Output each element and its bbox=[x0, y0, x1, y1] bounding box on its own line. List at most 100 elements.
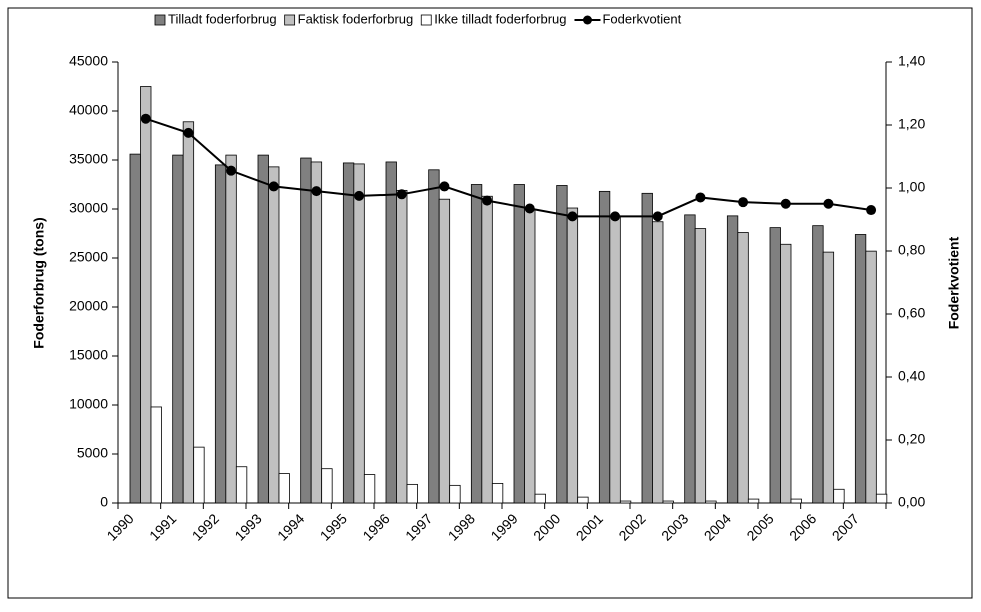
line bbox=[145, 117, 872, 218]
y-tick-label: 30000 bbox=[69, 200, 108, 216]
bar bbox=[150, 406, 162, 504]
bar bbox=[225, 154, 237, 504]
bar bbox=[300, 157, 312, 504]
y-tick-label: 25000 bbox=[69, 249, 108, 265]
bar bbox=[396, 189, 408, 504]
bar bbox=[641, 192, 653, 504]
bar bbox=[140, 86, 152, 504]
legend-swatch bbox=[420, 14, 432, 26]
legend-label: Faktisk foderforbrug bbox=[298, 11, 414, 26]
point bbox=[311, 186, 322, 197]
bar bbox=[598, 190, 611, 504]
point bbox=[439, 181, 450, 192]
bar bbox=[854, 234, 867, 504]
bar bbox=[214, 164, 227, 504]
point bbox=[482, 195, 493, 206]
legend-label: Ikke tilladt foderforbrug bbox=[434, 11, 566, 26]
bar bbox=[780, 243, 792, 504]
bar bbox=[363, 474, 376, 504]
point bbox=[396, 189, 407, 200]
y-tick-label: 15000 bbox=[69, 347, 108, 363]
bar bbox=[747, 498, 760, 504]
bar bbox=[833, 488, 845, 504]
y2-tick-label: 1,40 bbox=[898, 53, 925, 69]
bar bbox=[684, 214, 696, 504]
y2-tick-label: 0,40 bbox=[898, 368, 925, 384]
bar bbox=[491, 482, 504, 504]
bar bbox=[790, 498, 802, 504]
point bbox=[610, 211, 621, 222]
legend-label: Tilladt foderforbrug bbox=[168, 11, 277, 26]
bar bbox=[406, 483, 418, 504]
point bbox=[524, 203, 535, 214]
bar bbox=[577, 496, 589, 504]
bar bbox=[812, 225, 824, 504]
bar bbox=[619, 500, 632, 504]
y-tick-label: 10000 bbox=[69, 396, 108, 412]
bar bbox=[268, 166, 280, 504]
point bbox=[866, 205, 877, 216]
y2-tick-label: 1,20 bbox=[898, 116, 925, 132]
bar bbox=[428, 169, 440, 504]
point bbox=[268, 181, 279, 192]
bar bbox=[652, 221, 664, 504]
y-tick-label: 40000 bbox=[69, 102, 108, 118]
point bbox=[567, 211, 578, 222]
legend-label: Foderkvotient bbox=[602, 11, 681, 26]
bar bbox=[438, 198, 451, 504]
bar bbox=[481, 195, 493, 504]
y2-tick-label: 1,00 bbox=[898, 179, 925, 195]
bar bbox=[193, 446, 205, 504]
bar bbox=[129, 153, 141, 504]
bar bbox=[310, 161, 323, 504]
point bbox=[183, 127, 194, 138]
y-tick-label: 5000 bbox=[77, 445, 108, 461]
bar bbox=[342, 162, 355, 504]
bar bbox=[705, 500, 717, 504]
legend-swatch bbox=[284, 14, 296, 26]
bar bbox=[556, 185, 568, 504]
bar bbox=[865, 250, 877, 504]
point bbox=[823, 198, 834, 209]
y-tick-label: 0 bbox=[100, 494, 108, 510]
bar bbox=[385, 161, 397, 504]
bar bbox=[726, 215, 739, 504]
y-tick-label: 45000 bbox=[69, 53, 108, 69]
bar bbox=[769, 227, 781, 504]
bar bbox=[172, 154, 184, 504]
bar bbox=[257, 154, 269, 504]
point bbox=[695, 192, 706, 203]
y2-tick-label: 0,80 bbox=[898, 242, 925, 258]
point bbox=[738, 197, 749, 208]
y2-axis-title: Foderkvotient bbox=[946, 236, 962, 329]
legend-swatch bbox=[154, 14, 166, 26]
y2-tick-label: 0,60 bbox=[898, 305, 925, 321]
bar bbox=[662, 500, 674, 504]
bar bbox=[278, 473, 290, 504]
legend-swatch bbox=[582, 15, 592, 25]
bar bbox=[470, 184, 483, 504]
bar bbox=[353, 163, 365, 504]
bar bbox=[694, 228, 707, 504]
bar bbox=[182, 121, 195, 504]
bar bbox=[321, 468, 333, 504]
y-tick-label: 20000 bbox=[69, 298, 108, 314]
point bbox=[354, 190, 365, 201]
point bbox=[140, 113, 151, 124]
bar bbox=[235, 466, 248, 504]
bar bbox=[524, 208, 536, 504]
point bbox=[226, 165, 237, 176]
y-axis-title: Foderforbrug (tons) bbox=[31, 217, 47, 348]
bar bbox=[875, 493, 888, 504]
y2-tick-label: 0,00 bbox=[898, 494, 925, 510]
bar bbox=[822, 251, 835, 504]
bar bbox=[534, 493, 546, 504]
bar bbox=[737, 232, 749, 504]
bar bbox=[566, 207, 579, 504]
y2-tick-label: 0,20 bbox=[898, 431, 925, 447]
y-tick-label: 35000 bbox=[69, 151, 108, 167]
bar bbox=[449, 484, 461, 504]
point bbox=[652, 211, 663, 222]
bar bbox=[513, 184, 525, 504]
